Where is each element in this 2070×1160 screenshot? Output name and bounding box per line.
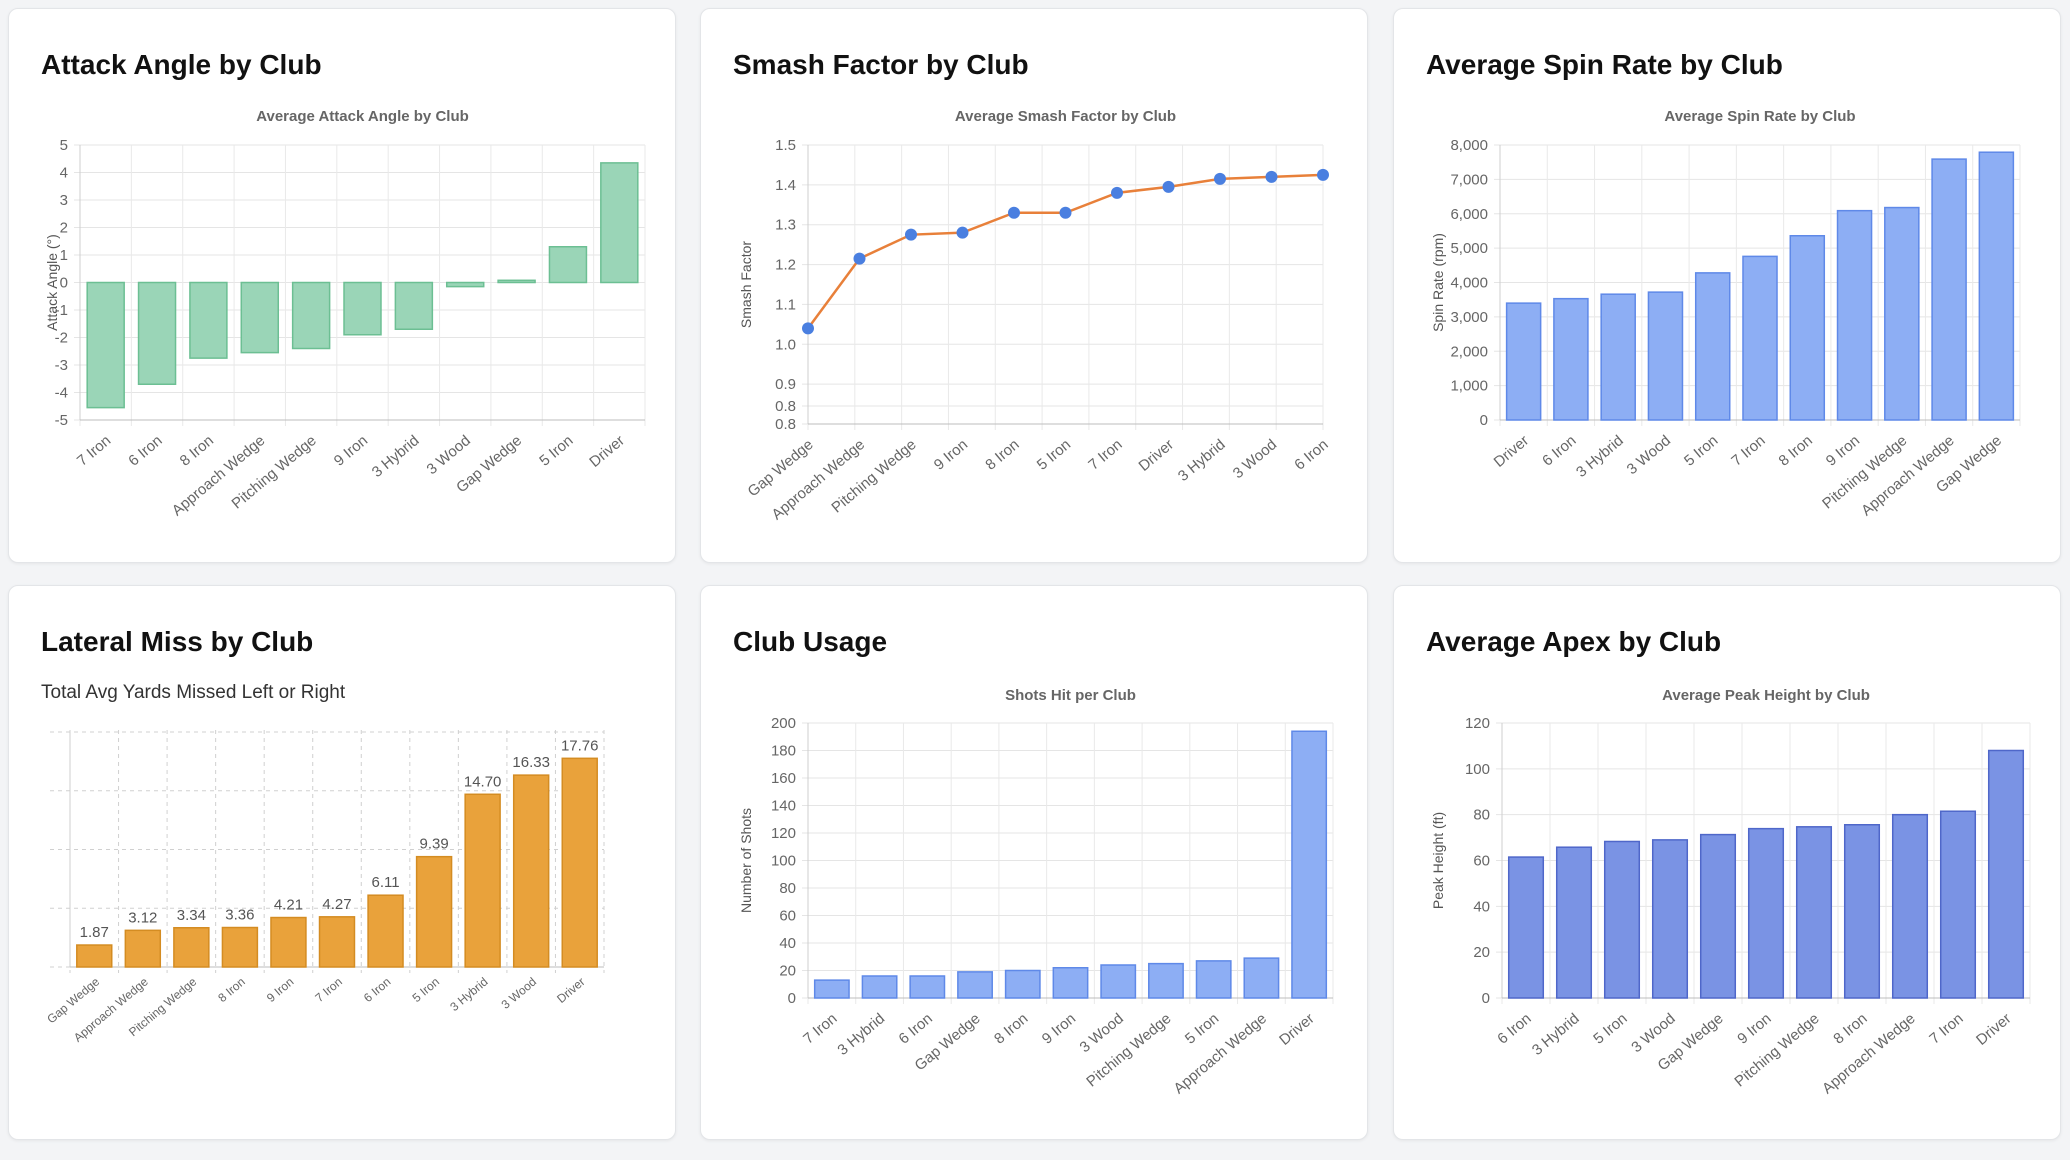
smash-factor-card: Smash Factor by Club [700, 8, 1368, 563]
lateral-miss-subtitle: Total Avg Yards Missed Left or Right [41, 682, 346, 703]
attack-angle-card: Attack Angle by Club [8, 8, 676, 563]
lateral-miss-card: Lateral Miss by Club Total Avg Yards Mis… [8, 585, 676, 1140]
club-usage-card: Club Usage [700, 585, 1368, 1140]
spin-rate-card: Average Spin Rate by Club [1393, 8, 2061, 563]
apex-card: Average Apex by Club [1393, 585, 2061, 1140]
club-usage-card-title: Club Usage [733, 626, 888, 657]
apex-card-title: Average Apex by Club [1426, 626, 1722, 657]
smash-factor-card-title: Smash Factor by Club [733, 49, 1029, 80]
attack-angle-card-title: Attack Angle by Club [41, 49, 322, 80]
lateral-miss-card-title: Lateral Miss by Club [41, 626, 314, 657]
spin-rate-card-title: Average Spin Rate by Club [1426, 49, 1783, 80]
